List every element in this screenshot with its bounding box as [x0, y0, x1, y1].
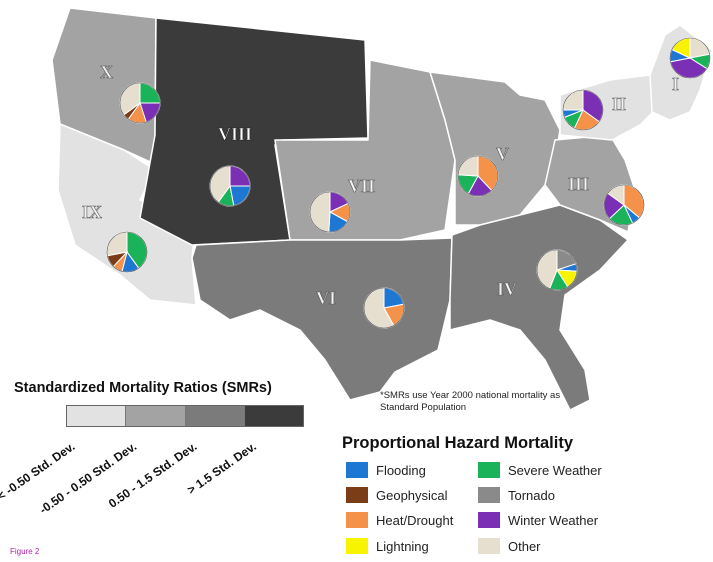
hazard-label-geophysical: Geophysical: [376, 487, 448, 503]
pie-region-ii: [562, 89, 604, 131]
pie-region-i: [669, 37, 711, 79]
hazard-legend-item: Geophysical: [346, 487, 448, 503]
region-ix-label: IX: [82, 202, 102, 222]
hazard-label-severe-weather: Severe Weather: [508, 462, 602, 478]
hazard-legend-item: Winter Weather: [478, 512, 598, 528]
pie-region-ix: [106, 231, 148, 273]
region-vii-label: VII: [348, 176, 375, 196]
hazard-label-other: Other: [508, 538, 541, 554]
swatch-winter-weather: [478, 512, 500, 528]
swatch-flooding: [346, 462, 368, 478]
hazard-legend-item: Other: [478, 538, 541, 554]
pie-outline: [562, 89, 604, 131]
swatch-tornado: [478, 487, 500, 503]
figure-label: Figure 2: [10, 547, 40, 556]
pie-region-v: [457, 155, 499, 197]
pie-region-x: [119, 82, 161, 124]
pie-outline: [603, 184, 645, 226]
hazard-label-heat-drought: Heat/Drought: [376, 512, 454, 528]
pie-region-vii: [309, 191, 351, 233]
region-viii-label: VIII: [218, 124, 252, 144]
pie-outline: [457, 155, 499, 197]
hazard-label-tornado: Tornado: [508, 487, 555, 503]
pie-region-vi: [363, 287, 405, 329]
smr-color-scale: [66, 405, 304, 427]
hazard-legend-item: Tornado: [478, 487, 555, 503]
region-iv-shape: [449, 204, 629, 411]
smr-swatch-high: [185, 406, 245, 426]
smr-swatch-very-high: [244, 406, 303, 426]
pie-region-viii: [209, 165, 251, 207]
hazard-legend-item: Severe Weather: [478, 462, 602, 478]
hazard-legend-item: Lightning: [346, 538, 429, 554]
pie-outline: [209, 165, 251, 207]
region-x-label: X: [100, 62, 113, 82]
region-vi-shape: [191, 237, 453, 401]
region-vi-label: VI: [316, 288, 336, 308]
pie-outline: [536, 249, 578, 291]
hazard-legend-item: Flooding: [346, 462, 426, 478]
region-i-label: I: [672, 74, 679, 94]
hazard-label-winter-weather: Winter Weather: [508, 512, 599, 528]
region-ii-label: II: [612, 94, 626, 114]
smr-swatch-mid: [126, 406, 186, 426]
hazard-legend-item: Heat/Drought: [346, 512, 453, 528]
hazard-legend-title: Proportional Hazard Mortality: [342, 434, 574, 452]
hazard-label-lightning: Lightning: [376, 538, 429, 554]
swatch-lightning: [346, 538, 368, 554]
swatch-severe-weather: [478, 462, 500, 478]
pie-region-iii: [603, 184, 645, 226]
pie-outline: [669, 37, 711, 79]
region-iv-label: IV: [497, 279, 517, 299]
smr-footnote: *SMRs use Year 2000 national mortality a…: [380, 390, 561, 413]
pie-outline: [363, 287, 405, 329]
pie-outline: [119, 82, 161, 124]
region-v-label: V: [496, 144, 509, 164]
swatch-heat-drought: [346, 512, 368, 528]
pie-outline: [309, 191, 351, 233]
swatch-other: [478, 538, 500, 554]
smr-swatch-low: [67, 406, 127, 426]
region-iii-label: III: [568, 174, 589, 194]
smr-legend-title: Standardized Mortality Ratios (SMRs): [14, 380, 272, 396]
pie-outline: [106, 231, 148, 273]
pie-region-iv: [536, 249, 578, 291]
hazard-label-flooding: Flooding: [376, 462, 426, 478]
swatch-geophysical: [346, 487, 368, 503]
